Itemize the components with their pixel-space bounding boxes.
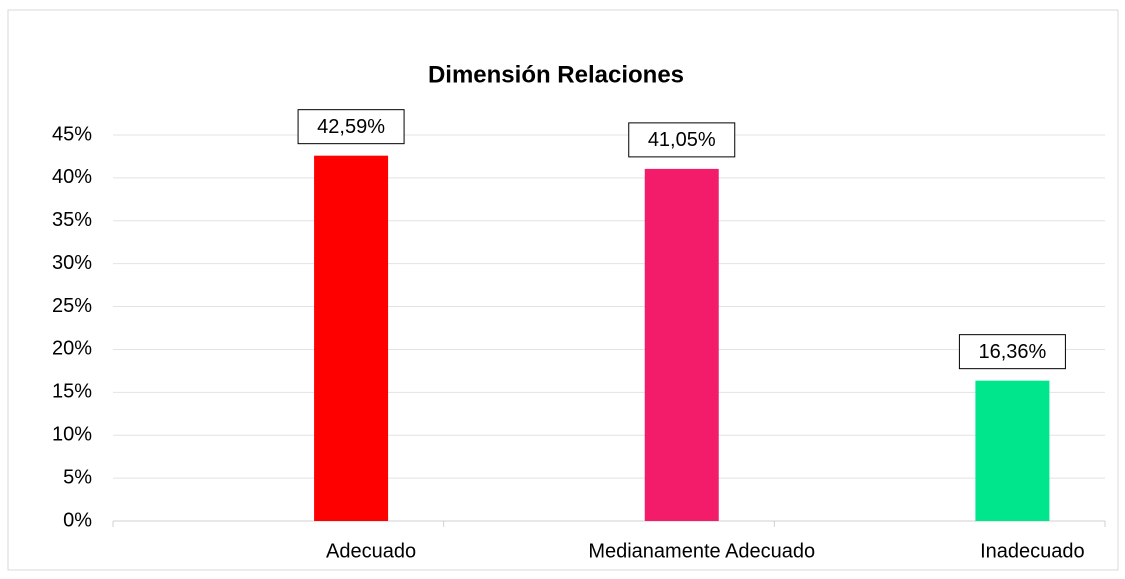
x-tick-label: Inadecuado [980, 540, 1085, 562]
bar [314, 155, 389, 522]
y-tick-label: 20% [52, 338, 92, 360]
bar [644, 168, 719, 522]
y-tick-label: 5% [63, 466, 92, 488]
y-tick-label: 30% [52, 252, 92, 274]
data-label-box [958, 334, 1066, 370]
y-tick-label: 25% [52, 295, 92, 317]
y-tick-label: 10% [52, 424, 92, 446]
x-tick-label: Adecuado [326, 540, 416, 562]
x-tick-label: Medianamente Adecuado [588, 540, 815, 562]
y-tick-label: 0% [63, 509, 92, 531]
y-tick-label: 15% [52, 381, 92, 403]
y-tick-label: 45% [52, 123, 92, 145]
bar [975, 380, 1050, 521]
y-tick-label: 35% [52, 209, 92, 231]
chart-title: Dimensión Relaciones [428, 61, 684, 88]
data-label: 16,36% [978, 341, 1046, 363]
data-label: 41,05% [648, 129, 716, 151]
data-label-box [297, 109, 405, 145]
y-tick-label: 40% [52, 166, 92, 188]
data-label: 42,59% [317, 116, 385, 138]
chart-border [7, 9, 1119, 571]
data-label-box [628, 122, 736, 158]
